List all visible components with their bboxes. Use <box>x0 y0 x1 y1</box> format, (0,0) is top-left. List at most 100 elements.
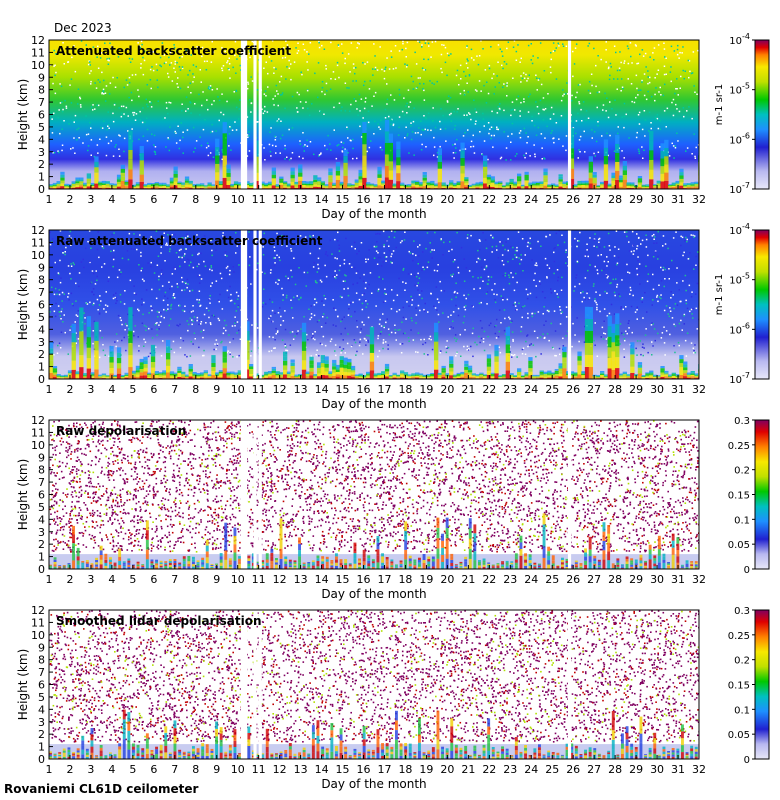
x-tick-label: 10 <box>231 383 245 396</box>
data-gap <box>258 230 262 379</box>
x-tick-label: 3 <box>87 573 94 586</box>
x-tick-label: 23 <box>503 193 517 206</box>
x-tick-label: 15 <box>336 763 350 776</box>
colorbar-1: 10-7 10-6 10-5 10-4 m-1 sr-1 <box>714 32 770 196</box>
x-tick-label: 9 <box>213 383 220 396</box>
x-tick-label: 26 <box>566 383 580 396</box>
x-tick-label: 1 <box>46 193 53 206</box>
x-tick-label: 12 <box>273 763 287 776</box>
x-tick-label: 16 <box>357 383 371 396</box>
panel-title: Attenuated backscatter coefficient <box>56 44 291 58</box>
y-tick-label: 3 <box>38 146 45 159</box>
x-tick-label: 8 <box>192 383 199 396</box>
colorbar-tick-label: 10-5 <box>729 272 750 287</box>
y-tick-label: 9 <box>38 71 45 84</box>
y-tick-label: 6 <box>38 679 45 692</box>
x-tick-label: 12 <box>273 383 287 396</box>
data-gap <box>240 230 248 379</box>
x-tick-label: 11 <box>252 573 266 586</box>
x-tick-label: 24 <box>524 193 538 206</box>
x-tick-label: 1 <box>46 573 53 586</box>
heatmap-3 <box>49 420 699 569</box>
x-tick-label: 27 <box>587 383 601 396</box>
site-label: Rovaniemi CL61D ceilometer <box>4 782 199 796</box>
x-tick-label: 32 <box>692 763 706 776</box>
y-tick-label: 10 <box>31 629 45 642</box>
data-gap <box>567 420 572 569</box>
x-tick-label: 29 <box>629 193 643 206</box>
colorbar-tick-label: 0.1 <box>734 705 750 716</box>
x-tick-label: 25 <box>545 193 559 206</box>
x-tick-label: 21 <box>461 383 475 396</box>
data-gap <box>253 230 257 379</box>
y-tick-label: 1 <box>38 741 45 754</box>
y-tick-label: 12 <box>31 604 45 617</box>
y-tick-label: 6 <box>38 299 45 312</box>
y-tick-label: 4 <box>38 323 45 336</box>
x-tick-label: 21 <box>461 573 475 586</box>
x-tick-label: 12 <box>273 193 287 206</box>
panel-title: Smoothed lidar depolarisation <box>56 614 262 628</box>
y-tick-label: 5 <box>38 311 45 324</box>
y-tick-label: 7 <box>38 286 45 299</box>
x-tick-label: 29 <box>629 383 643 396</box>
colorbar-2: 10-7 10-6 10-5 10-4 m-1 sr-1 <box>714 222 770 386</box>
x-tick-label: 8 <box>192 193 199 206</box>
x-tick-label: 15 <box>336 383 350 396</box>
x-tick-label: 13 <box>294 763 308 776</box>
x-tick-label: 20 <box>440 193 454 206</box>
x-tick-label: 17 <box>377 763 391 776</box>
x-tick-label: 3 <box>87 383 94 396</box>
heatmap-1 <box>49 40 699 189</box>
colorbar-tick-label: 0.3 <box>734 416 750 427</box>
x-tick-label: 22 <box>482 573 496 586</box>
x-tick-label: 21 <box>461 763 475 776</box>
x-tick-label: 31 <box>671 573 685 586</box>
y-tick-label: 12 <box>31 224 45 237</box>
y-tick-label: 10 <box>31 59 45 72</box>
data-gap <box>567 610 572 759</box>
x-tick-label: 11 <box>252 193 266 206</box>
x-tick-label: 5 <box>129 573 136 586</box>
data-gap <box>258 610 262 759</box>
x-tick-label: 22 <box>482 763 496 776</box>
x-tick-label: 11 <box>252 383 266 396</box>
x-tick-label: 17 <box>377 193 391 206</box>
x-tick-label: 9 <box>213 763 220 776</box>
x-tick-label: 20 <box>440 383 454 396</box>
y-tick-label: 8 <box>38 464 45 477</box>
x-tick-label: 24 <box>524 383 538 396</box>
x-tick-label: 14 <box>315 763 329 776</box>
colorbar-unit-label: m-1 sr-1 <box>714 274 725 316</box>
y-tick-label: 7 <box>38 666 45 679</box>
x-tick-label: 7 <box>171 573 178 586</box>
colorbar-tick-label: 0.25 <box>728 631 750 642</box>
x-tick-label: 20 <box>440 763 454 776</box>
x-tick-label: 8 <box>192 573 199 586</box>
y-tick-label: 5 <box>38 501 45 514</box>
x-tick-label: 18 <box>398 383 412 396</box>
x-tick-label: 15 <box>336 573 350 586</box>
colorbar-tick-label: 10-4 <box>729 32 750 47</box>
colorbar-tick-label: 10-7 <box>729 181 750 196</box>
x-tick-label: 5 <box>129 193 136 206</box>
x-tick-label: 9 <box>213 193 220 206</box>
x-tick-label: 13 <box>294 573 308 586</box>
colorbar-tick-label: 0.25 <box>728 441 750 452</box>
y-tick-label: 8 <box>38 654 45 667</box>
x-tick-label: 5 <box>129 763 136 776</box>
x-tick-label: 29 <box>629 573 643 586</box>
y-axis-label: Height (km) <box>16 459 30 530</box>
y-tick-label: 8 <box>38 274 45 287</box>
y-axis-label: Height (km) <box>16 269 30 340</box>
y-tick-label: 1 <box>38 171 45 184</box>
y-tick-label: 3 <box>38 716 45 729</box>
colorbar-tick-label: 0.1 <box>734 515 750 526</box>
x-tick-label: 30 <box>650 193 664 206</box>
x-tick-label: 25 <box>545 763 559 776</box>
y-tick-label: 9 <box>38 641 45 654</box>
x-tick-label: 29 <box>629 763 643 776</box>
